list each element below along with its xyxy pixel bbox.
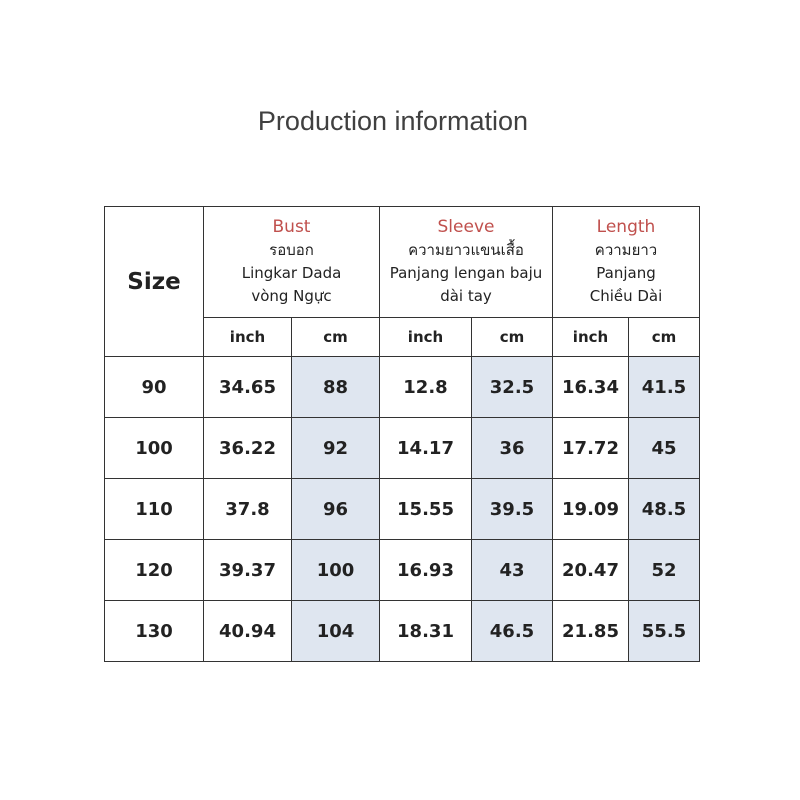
group-name: Sleeve xyxy=(437,217,495,237)
cell: 21.85 xyxy=(552,600,629,662)
unit-header: inch xyxy=(203,317,292,357)
cell: 100 xyxy=(104,417,204,479)
group-line: vòng Ngực xyxy=(251,287,332,305)
cell: 40.94 xyxy=(203,600,292,662)
unit-header: cm xyxy=(471,317,553,357)
data-row: 90 34.65 88 12.8 32.5 16.34 41.5 xyxy=(104,356,700,418)
cell: 19.09 xyxy=(552,478,629,540)
cell: 104 xyxy=(291,600,380,662)
data-row: 120 39.37 100 16.93 43 20.47 52 xyxy=(104,539,700,601)
group-header: Bust รอบอก Lingkar Dada vòng Ngực xyxy=(203,206,380,318)
cell: 45 xyxy=(628,417,700,479)
cell: 90 xyxy=(104,356,204,418)
group-name: Length xyxy=(596,217,656,237)
cell: 18.31 xyxy=(379,600,472,662)
cell: 14.17 xyxy=(379,417,472,479)
cell: 36.22 xyxy=(203,417,292,479)
cell: 32.5 xyxy=(471,356,553,418)
group-line: รอบอก xyxy=(269,241,314,259)
group-name: Bust xyxy=(272,217,311,237)
cell: 92 xyxy=(291,417,380,479)
cell: 96 xyxy=(291,478,380,540)
cell: 16.34 xyxy=(552,356,629,418)
cell: 88 xyxy=(291,356,380,418)
unit-header: inch xyxy=(379,317,472,357)
group-line: Lingkar Dada xyxy=(241,264,342,282)
unit-header: cm xyxy=(628,317,700,357)
title: Production information xyxy=(257,106,529,136)
group-line: ความยาวแขนเสื้อ xyxy=(408,241,524,259)
cell: 37.8 xyxy=(203,478,292,540)
cell: 43 xyxy=(471,539,553,601)
cell: 39.5 xyxy=(471,478,553,540)
cell: 110 xyxy=(104,478,204,540)
cell: 15.55 xyxy=(379,478,472,540)
size-header: Size xyxy=(104,206,204,357)
size-table: Size Bust รอบอก Lingkar Dada vòng Ngực Sleeve… xyxy=(104,206,700,662)
cell: 120 xyxy=(104,539,204,601)
cell: 41.5 xyxy=(628,356,700,418)
group-header: Length ความยาว Panjang Chiều Dài xyxy=(552,206,700,318)
cell: 55.5 xyxy=(628,600,700,662)
cell: 48.5 xyxy=(628,478,700,540)
cell: 20.47 xyxy=(552,539,629,601)
cell: 34.65 xyxy=(203,356,292,418)
group-line: Panjang xyxy=(596,264,656,282)
cell: 130 xyxy=(104,600,204,662)
group-line: ความยาว xyxy=(594,241,658,259)
unit-row: inch cm inch cm inch cm xyxy=(105,317,700,357)
data-row: 110 37.8 96 15.55 39.5 19.09 48.5 xyxy=(104,478,700,540)
cell: 12.8 xyxy=(379,356,472,418)
cell: 16.93 xyxy=(379,539,472,601)
group-line: Chiều Dài xyxy=(589,287,663,305)
group-line: dài tay xyxy=(440,287,492,305)
group-header: Sleeve ความยาวแขนเสื้อ Panjang lengan baju… xyxy=(379,206,553,318)
data-row: 130 40.94 104 18.31 46.5 21.85 55.5 xyxy=(104,600,700,662)
cell: 52 xyxy=(628,539,700,601)
group-line: Panjang lengan baju xyxy=(389,264,543,282)
unit-header: cm xyxy=(291,317,380,357)
cell: 39.37 xyxy=(203,539,292,601)
header-row: Size Bust รอบอก Lingkar Dada vòng Ngực Sleeve… xyxy=(104,206,700,357)
cell: 36 xyxy=(471,417,553,479)
cell: 46.5 xyxy=(471,600,553,662)
cell: 17.72 xyxy=(552,417,629,479)
data-row: 100 36.22 92 14.17 36 17.72 45 xyxy=(104,417,700,479)
cell: 100 xyxy=(291,539,380,601)
unit-header: inch xyxy=(552,317,629,357)
